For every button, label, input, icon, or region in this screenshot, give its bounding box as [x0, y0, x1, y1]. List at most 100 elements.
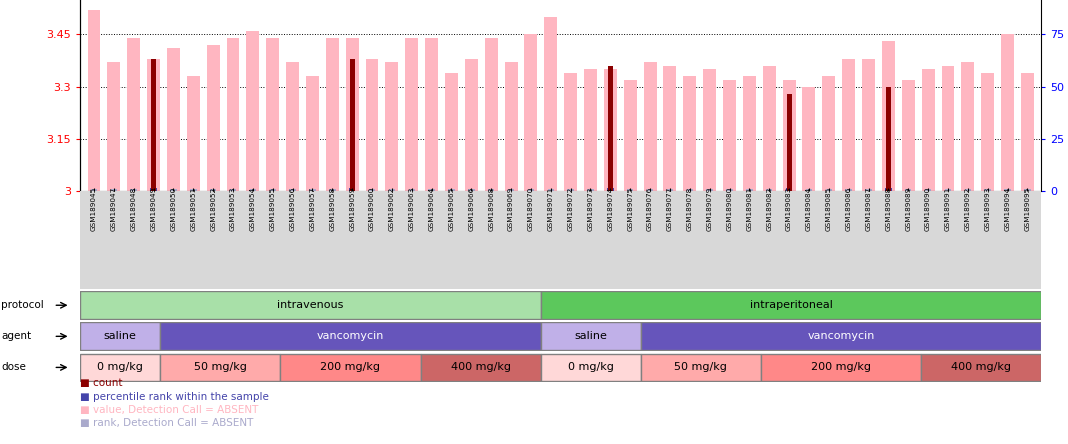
Bar	[310, 189, 316, 191]
Bar	[269, 189, 276, 191]
Bar	[365, 59, 378, 191]
Bar	[326, 38, 339, 191]
Bar	[723, 79, 736, 191]
Bar	[540, 353, 641, 381]
Bar	[862, 59, 875, 191]
Bar	[726, 189, 733, 191]
Text: ■ rank, Detection Call = ABSENT: ■ rank, Detection Call = ABSENT	[80, 418, 253, 428]
Text: 0 mg/kg: 0 mg/kg	[97, 362, 143, 373]
Bar	[88, 10, 100, 191]
Bar	[624, 79, 637, 191]
Text: 200 mg/kg: 200 mg/kg	[811, 362, 871, 373]
Bar	[925, 189, 931, 191]
Bar	[329, 189, 335, 191]
Bar	[961, 62, 974, 191]
Bar	[567, 189, 574, 191]
Text: 400 mg/kg: 400 mg/kg	[451, 362, 511, 373]
Bar	[307, 76, 319, 191]
Bar	[289, 189, 296, 191]
Bar	[405, 38, 419, 191]
Text: 0 mg/kg: 0 mg/kg	[568, 362, 614, 373]
Bar	[368, 189, 375, 191]
Bar	[349, 189, 356, 191]
Bar	[786, 189, 792, 191]
Bar	[607, 188, 614, 191]
Bar	[644, 62, 657, 191]
Bar	[160, 353, 280, 381]
Bar	[346, 38, 359, 191]
Bar	[266, 38, 279, 191]
Bar	[747, 189, 753, 191]
Bar	[1004, 189, 1010, 191]
Text: protocol: protocol	[1, 300, 44, 310]
Bar	[763, 66, 775, 191]
Bar	[865, 189, 871, 191]
Bar	[985, 189, 991, 191]
Text: dose: dose	[1, 362, 26, 373]
Bar	[885, 189, 892, 191]
Bar	[108, 62, 121, 191]
Bar	[130, 189, 137, 191]
Bar	[80, 322, 160, 350]
Bar	[207, 45, 220, 191]
Bar	[846, 189, 852, 191]
Bar	[603, 69, 617, 191]
Bar	[167, 48, 179, 191]
Bar	[386, 62, 398, 191]
Bar	[641, 322, 1041, 350]
Bar	[528, 189, 534, 191]
Bar	[210, 189, 217, 191]
Text: saline: saline	[575, 331, 608, 341]
Text: vancomycin: vancomycin	[317, 331, 384, 341]
Bar	[921, 353, 1041, 381]
Bar	[647, 189, 654, 191]
Bar	[485, 38, 498, 191]
Bar	[468, 189, 474, 191]
Bar	[409, 189, 415, 191]
Bar	[1021, 73, 1034, 191]
Bar	[981, 73, 994, 191]
Text: ■ value, Detection Call = ABSENT: ■ value, Detection Call = ABSENT	[80, 405, 258, 415]
Bar	[945, 189, 952, 191]
Bar	[687, 189, 693, 191]
Bar	[111, 189, 117, 191]
Text: 50 mg/kg: 50 mg/kg	[674, 362, 727, 373]
Bar	[641, 353, 760, 381]
Bar	[882, 41, 895, 191]
Bar	[703, 69, 717, 191]
Text: agent: agent	[1, 331, 31, 341]
Bar	[627, 189, 633, 191]
Bar	[826, 189, 832, 191]
Text: ■ percentile rank within the sample: ■ percentile rank within the sample	[80, 392, 269, 402]
Bar	[80, 353, 160, 381]
Bar	[445, 73, 458, 191]
Bar	[226, 38, 239, 191]
Text: saline: saline	[104, 331, 137, 341]
Bar	[587, 189, 594, 191]
Bar	[127, 38, 140, 191]
Bar	[1024, 189, 1031, 191]
Bar	[663, 66, 676, 191]
Bar	[91, 189, 97, 191]
Text: 50 mg/kg: 50 mg/kg	[193, 362, 247, 373]
Bar	[250, 189, 256, 191]
Text: vancomycin: vancomycin	[807, 331, 875, 341]
Bar	[901, 79, 914, 191]
Bar	[147, 59, 160, 191]
Bar	[389, 189, 395, 191]
Bar	[548, 189, 554, 191]
Bar	[843, 59, 855, 191]
Bar	[885, 87, 891, 191]
Text: ■ count: ■ count	[80, 378, 123, 388]
Bar	[942, 66, 955, 191]
Bar	[684, 76, 696, 191]
Bar	[666, 189, 673, 191]
Bar	[421, 353, 540, 381]
Bar	[151, 59, 156, 191]
Bar	[607, 189, 614, 191]
Bar	[760, 353, 921, 381]
Bar	[349, 59, 355, 191]
Bar	[885, 188, 892, 191]
Bar	[608, 66, 613, 191]
Bar	[564, 73, 577, 191]
